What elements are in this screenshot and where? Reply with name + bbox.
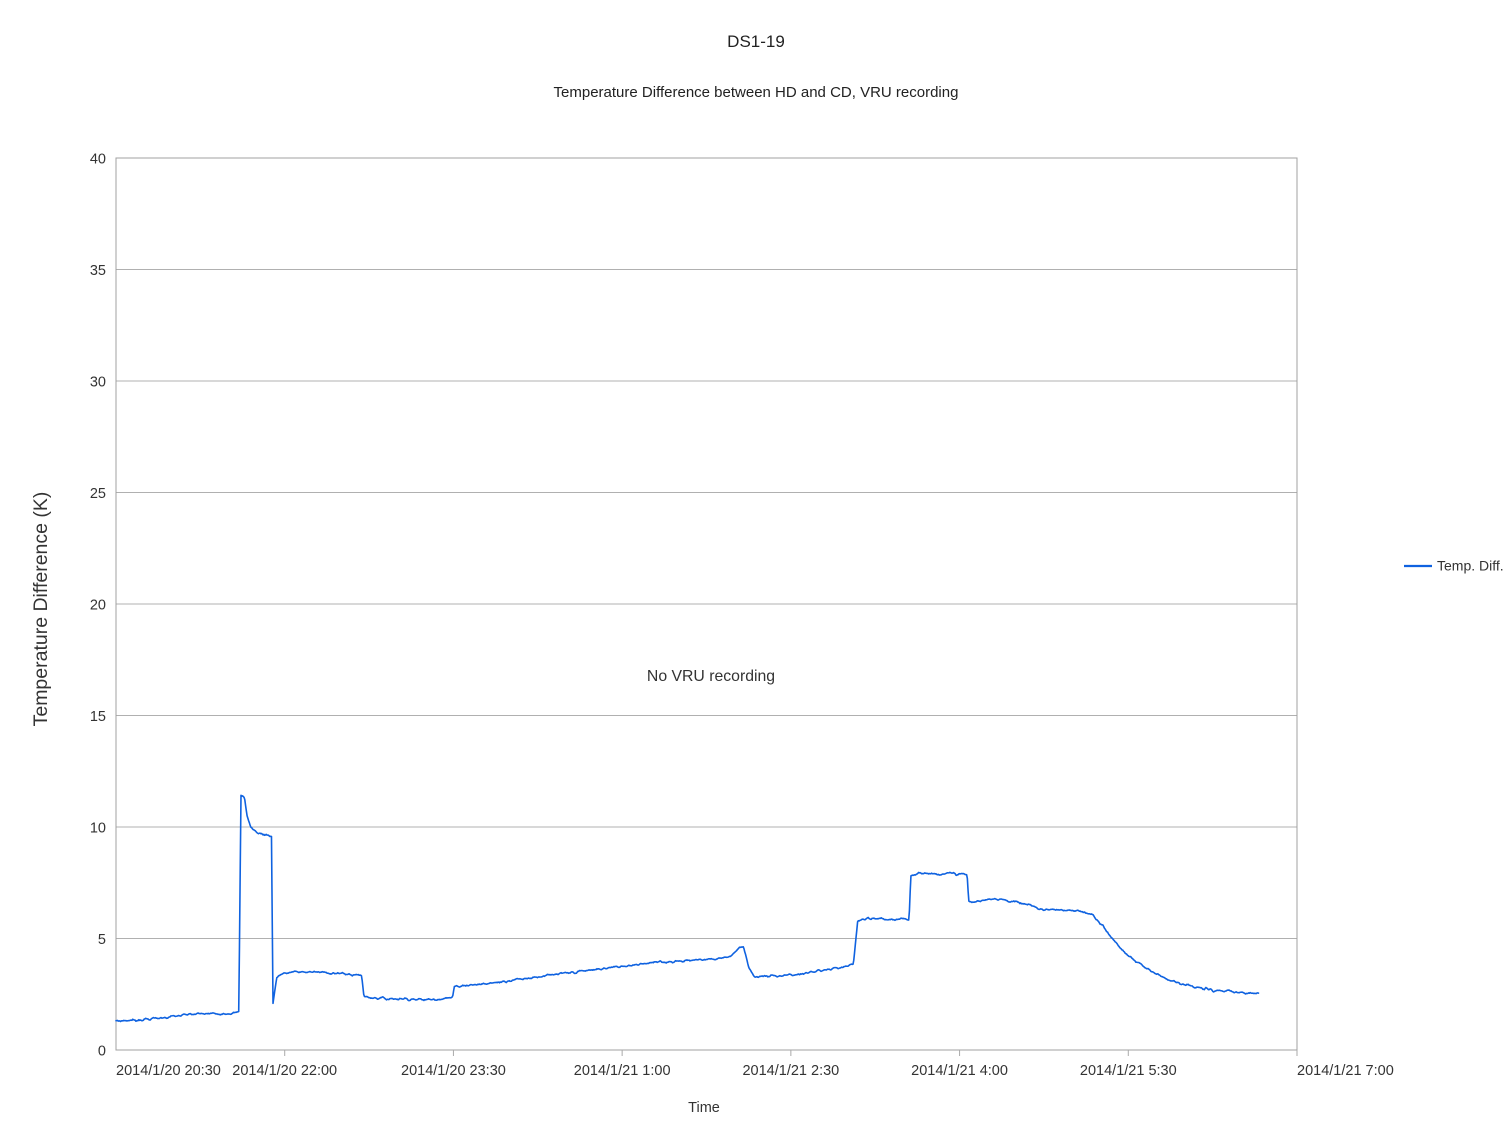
svg-text:2014/1/21 2:30: 2014/1/21 2:30 (742, 1063, 839, 1079)
svg-text:2014/1/21 4:00: 2014/1/21 4:00 (911, 1063, 1008, 1079)
svg-text:2014/1/21 1:00: 2014/1/21 1:00 (574, 1063, 671, 1079)
svg-text:40: 40 (90, 152, 106, 168)
svg-text:25: 25 (90, 486, 106, 502)
svg-text:Temperature Difference (K): Temperature Difference (K) (30, 492, 52, 727)
svg-text:2014/1/20 20:30: 2014/1/20 20:30 (116, 1063, 221, 1079)
svg-text:0: 0 (98, 1044, 106, 1060)
svg-text:10: 10 (90, 821, 106, 837)
svg-text:2014/1/21 7:00: 2014/1/21 7:00 (1297, 1063, 1394, 1079)
svg-text:No VRU recording: No VRU recording (647, 668, 775, 685)
svg-text:2014/1/21 5:30: 2014/1/21 5:30 (1080, 1063, 1177, 1079)
svg-text:30: 30 (90, 375, 106, 391)
svg-text:Time: Time (688, 1100, 720, 1116)
svg-text:Temp. Diff.: Temp. Diff. (1437, 558, 1504, 574)
svg-text:35: 35 (90, 263, 106, 279)
svg-text:5: 5 (98, 932, 106, 948)
svg-text:15: 15 (90, 709, 106, 725)
svg-text:2014/1/20 22:00: 2014/1/20 22:00 (232, 1063, 337, 1079)
svg-text:20: 20 (90, 598, 106, 614)
svg-text:2014/1/20 23:30: 2014/1/20 23:30 (401, 1063, 506, 1079)
